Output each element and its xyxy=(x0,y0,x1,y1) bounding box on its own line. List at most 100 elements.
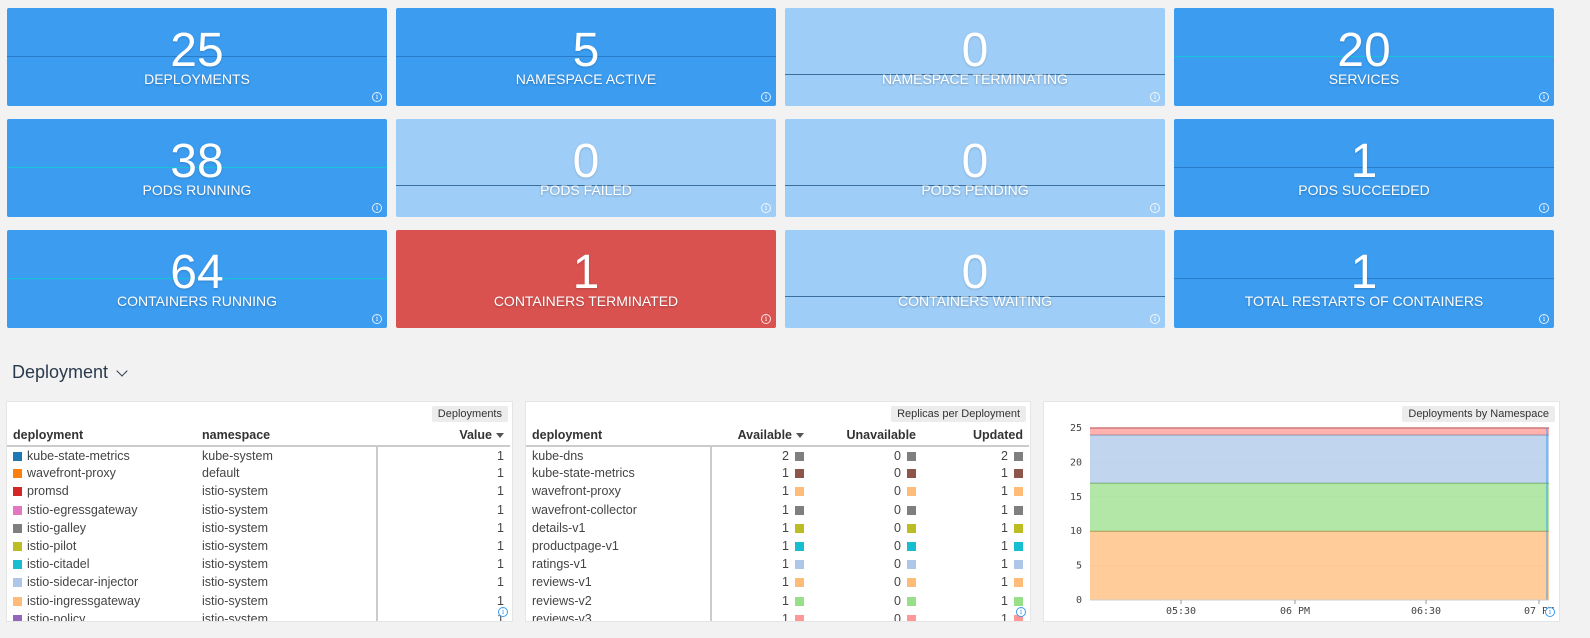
table-row[interactable]: istio-pilot istio-system 1 xyxy=(7,537,510,555)
stat-card[interactable]: 0 PODS PENDING i xyxy=(785,119,1165,217)
table-row[interactable]: wavefront-proxy default 1 xyxy=(7,464,510,482)
table-row[interactable]: productpage-v1 1 0 1 xyxy=(526,537,1029,555)
available-cell: 1 xyxy=(710,482,810,500)
panel-title: Deployments by Namespace xyxy=(1402,406,1555,422)
updated-cell: 1 xyxy=(922,519,1029,537)
stat-card[interactable]: 1 TOTAL RESTARTS OF CONTAINERS i xyxy=(1174,230,1554,328)
stat-card[interactable]: 25 DEPLOYMENTS i xyxy=(7,8,387,106)
table-row[interactable]: istio-citadel istio-system 1 xyxy=(7,555,510,573)
info-icon[interactable]: i xyxy=(498,607,508,617)
table-row[interactable]: ratings-v1 1 0 1 xyxy=(526,555,1029,573)
unavailable-cell: 0 xyxy=(810,573,922,591)
sparkline xyxy=(7,56,387,57)
legend-swatch xyxy=(795,451,804,461)
info-icon[interactable]: i xyxy=(372,314,382,324)
column-header-label: Available xyxy=(737,427,792,442)
table-row[interactable]: details-v1 1 0 1 xyxy=(526,519,1029,537)
table-row[interactable]: kube-state-metrics 1 0 1 xyxy=(526,464,1029,482)
section-header-deployment[interactable]: Deployment xyxy=(12,362,128,383)
info-icon[interactable]: i xyxy=(761,314,771,324)
deployment-name: istio-galley xyxy=(27,520,87,535)
table-row[interactable]: reviews-v1 1 0 1 xyxy=(526,573,1029,591)
deployment-cell: reviews-v3 xyxy=(532,611,592,622)
deployment-name: kube-state-metrics xyxy=(27,448,130,463)
legend-swatch xyxy=(13,505,22,515)
table-row[interactable]: istio-ingressgateway istio-system 1 xyxy=(7,592,510,610)
area-chart[interactable]: 0 5 10 15 20 25 05:30 06 PM 06:30 07 PM xyxy=(1044,402,1560,622)
chevron-down-icon[interactable] xyxy=(116,364,128,377)
deployment-name: promsd xyxy=(27,484,69,499)
column-header-value[interactable]: Value xyxy=(374,424,510,447)
column-header-updated[interactable]: Updated xyxy=(922,424,1029,447)
x-tick-label: 06:30 xyxy=(1411,606,1441,617)
table-row[interactable]: wavefront-collector 1 0 1 xyxy=(526,501,1029,519)
info-icon[interactable]: i xyxy=(1150,92,1160,102)
info-icon[interactable]: i xyxy=(1539,314,1549,324)
stat-label: CONTAINERS RUNNING xyxy=(117,293,277,309)
panel-title: Replicas per Deployment xyxy=(891,406,1026,422)
value-cell: 1 xyxy=(497,539,504,554)
deployments-by-namespace-panel: 0 5 10 15 20 25 05:30 06 PM 06:30 07 PM Deploymen… xyxy=(1043,401,1560,622)
stat-card[interactable]: 20 SERVICES i xyxy=(1174,8,1554,106)
y-tick-label: 0 xyxy=(1076,595,1082,606)
deployment-name: wavefront-proxy xyxy=(27,466,116,481)
updated-value: 1 xyxy=(1001,539,1008,554)
info-icon[interactable]: i xyxy=(1150,314,1160,324)
info-icon[interactable]: i xyxy=(372,203,382,213)
legend-swatch xyxy=(907,487,916,497)
table-row[interactable]: istio-egressgateway istio-system 1 xyxy=(7,501,510,519)
value-cell: 1 xyxy=(497,466,504,481)
table-row[interactable]: istio-policy istio-system 1 xyxy=(7,610,510,621)
table-row[interactable]: kube-state-metrics kube-system 1 xyxy=(7,446,510,464)
available-cell: 1 xyxy=(710,610,810,621)
updated-value: 2 xyxy=(1001,448,1008,463)
stat-value: 1 xyxy=(1350,246,1378,299)
deployment-cell: istio-sidecar-injector xyxy=(7,573,196,591)
unavailable-cell: 0 xyxy=(810,610,922,621)
column-header-namespace[interactable]: namespace xyxy=(196,424,374,447)
updated-cell: 1 xyxy=(922,573,1029,591)
column-header-deployment[interactable]: deployment xyxy=(526,424,710,447)
column-header-available[interactable]: Available xyxy=(710,424,810,447)
table-row[interactable]: istio-sidecar-injector istio-system 1 xyxy=(7,573,510,591)
legend-swatch xyxy=(13,542,22,552)
stat-card[interactable]: 38 PODS RUNNING i xyxy=(7,119,387,217)
stat-card[interactable]: 0 CONTAINERS WAITING i xyxy=(785,230,1165,328)
table-row[interactable]: kube-dns 2 0 2 xyxy=(526,446,1029,464)
unavailable-value: 0 xyxy=(894,502,901,517)
updated-cell: 1 xyxy=(922,537,1029,555)
column-header-unavailable[interactable]: Unavailable xyxy=(810,424,922,447)
stat-card[interactable]: 1 PODS SUCCEEDED i xyxy=(1174,119,1554,217)
info-icon[interactable]: i xyxy=(1539,203,1549,213)
legend-swatch xyxy=(795,505,804,515)
info-icon[interactable]: i xyxy=(1016,607,1026,617)
info-icon[interactable]: i xyxy=(372,92,382,102)
unavailable-cell: 0 xyxy=(810,519,922,537)
available-cell: 1 xyxy=(710,464,810,482)
legend-swatch xyxy=(13,451,22,461)
unavailable-cell: 0 xyxy=(810,446,922,464)
column-header-deployment[interactable]: deployment xyxy=(7,424,196,447)
stat-label: TOTAL RESTARTS OF CONTAINERS xyxy=(1244,293,1484,309)
stat-card[interactable]: 0 PODS FAILED i xyxy=(396,119,776,217)
table-row[interactable]: wavefront-proxy 1 0 1 xyxy=(526,482,1029,500)
available-cell: 1 xyxy=(710,519,810,537)
namespace-cell: default xyxy=(202,466,240,481)
info-icon[interactable]: i xyxy=(1545,607,1555,617)
value-cell: 1 xyxy=(497,520,504,535)
stat-card[interactable]: 5 NAMESPACE ACTIVE i xyxy=(396,8,776,106)
info-icon[interactable]: i xyxy=(1150,203,1160,213)
stat-card[interactable]: 0 NAMESPACE TERMINATING i xyxy=(785,8,1165,106)
stat-card[interactable]: 1 CONTAINERS TERMINATED i xyxy=(396,230,776,328)
deployment-name: istio-ingressgateway xyxy=(27,593,141,608)
available-cell: 1 xyxy=(710,592,810,610)
info-icon[interactable]: i xyxy=(761,203,771,213)
info-icon[interactable]: i xyxy=(1539,92,1549,102)
table-row[interactable]: istio-galley istio-system 1 xyxy=(7,519,510,537)
info-icon[interactable]: i xyxy=(761,92,771,102)
column-divider xyxy=(710,447,712,621)
table-row[interactable]: reviews-v3 1 0 1 xyxy=(526,610,1029,622)
table-row[interactable]: reviews-v2 1 0 1 xyxy=(526,592,1029,610)
stat-card[interactable]: 64 CONTAINERS RUNNING i xyxy=(7,230,387,328)
table-row[interactable]: promsd istio-system 1 xyxy=(7,482,510,500)
